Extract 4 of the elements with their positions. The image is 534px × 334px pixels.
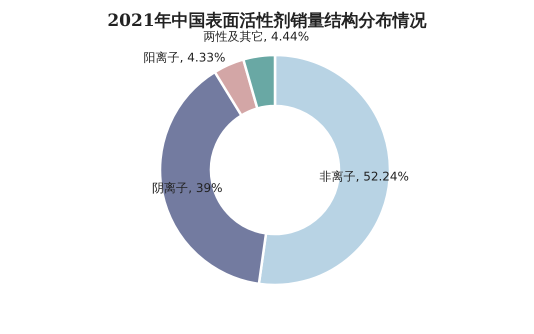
- slice-label: 非离子, 52.24%: [320, 169, 409, 184]
- slice-label: 两性及其它, 4.44%: [203, 29, 310, 44]
- chart-title: 2021年中国表面活性剂销量结构分布情况: [107, 11, 428, 31]
- slice-label: 阳离子, 4.33%: [144, 50, 226, 64]
